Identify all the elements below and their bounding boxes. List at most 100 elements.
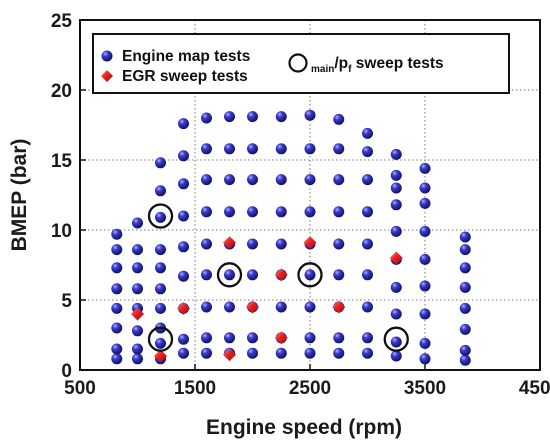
- engine-map-point: [247, 143, 258, 155]
- engine-map-point: [333, 143, 345, 155]
- engine-map-point: [390, 182, 402, 194]
- engine-map-point: [132, 343, 143, 355]
- engine-map-point: [155, 211, 166, 223]
- engine-map-point: [419, 197, 431, 209]
- engine-map-point: [304, 301, 316, 313]
- egr-sweep-point: [332, 300, 346, 314]
- engine-map-point: [132, 325, 143, 337]
- engine-map-point: [304, 332, 316, 344]
- engine-map-point: [459, 262, 471, 274]
- engine-map-point: [390, 148, 402, 160]
- engine-map-point: [111, 302, 123, 314]
- engine-map-point: [111, 244, 123, 256]
- engine-map-point: [333, 269, 345, 281]
- engine-map-point: [459, 354, 471, 366]
- engine-map-point: [224, 143, 235, 155]
- engine-map-point: [155, 262, 166, 274]
- x-tick-label: 2500: [289, 378, 331, 399]
- engine-map-point: [178, 118, 189, 130]
- engine-map-point: [419, 162, 431, 174]
- engine-map-point: [333, 332, 345, 344]
- engine-map-point: [362, 238, 373, 250]
- engine-map-point: [178, 241, 189, 253]
- engine-map-point: [132, 244, 143, 256]
- engine-map-point: [155, 302, 166, 314]
- engine-map-point: [459, 281, 471, 293]
- engine-map-point: [111, 262, 123, 274]
- engine-map-point: [224, 174, 235, 186]
- legend-engine-map-marker: [101, 50, 113, 62]
- engine-map-point: [201, 143, 212, 155]
- y-axis-title: BMEP (bar): [8, 139, 31, 252]
- engine-map-point: [201, 238, 212, 250]
- engine-map-point: [275, 174, 287, 186]
- engine-map-point: [304, 206, 316, 218]
- engine-map-point: [275, 301, 287, 313]
- engine-map-point: [111, 228, 123, 240]
- egr-sweep-point: [389, 251, 403, 265]
- engine-map-point: [247, 206, 258, 218]
- engine-map-point: [333, 174, 345, 186]
- engine-map-point: [247, 332, 258, 344]
- engine-map-point: [419, 337, 431, 349]
- engine-map-point: [333, 347, 345, 359]
- engine-map-point: [419, 225, 431, 237]
- engine-map-point: [224, 111, 235, 123]
- soi-sweep-point: [297, 262, 323, 288]
- engine-map-point: [132, 283, 143, 295]
- legend-soi-marker: [288, 53, 308, 73]
- engine-map-point: [247, 111, 258, 123]
- engine-map-point: [275, 143, 287, 155]
- engine-map-point: [201, 206, 212, 218]
- engine-map-point: [247, 174, 258, 186]
- x-tick-label: 1500: [174, 378, 216, 399]
- engine-map-point: [201, 347, 212, 359]
- engine-map-point: [419, 308, 431, 320]
- engine-map-point: [390, 308, 402, 320]
- engine-map-point: [111, 322, 123, 334]
- egr-sweep-point: [154, 349, 167, 363]
- y-axis-ticks: 0 5 10 15 20 25: [51, 11, 86, 382]
- legend-egr-marker: [101, 70, 113, 82]
- engine-map-point: [390, 336, 402, 348]
- engine-map-point: [390, 199, 402, 211]
- engine-map-point: [132, 353, 143, 365]
- engine-map-point: [155, 337, 166, 349]
- egr-sweep-point: [303, 236, 317, 250]
- engine-map-point: [178, 150, 189, 162]
- y-tick-label: 20: [51, 81, 72, 102]
- engine-map-point: [275, 347, 287, 359]
- engine-map-point: [111, 283, 123, 295]
- egr-sweep-point: [223, 236, 236, 250]
- x-tick-label: 4500: [519, 378, 550, 399]
- y-tick-label: 0: [61, 361, 72, 382]
- engine-map-point: [390, 225, 402, 237]
- engine-map-point: [201, 332, 212, 344]
- engine-map-point: [333, 206, 345, 218]
- engine-map-point: [132, 217, 143, 229]
- engine-map-point: [390, 169, 402, 181]
- engine-map-point: [178, 347, 189, 359]
- engine-map-point: [459, 323, 471, 335]
- legend-egr-label: EGR sweep tests: [122, 68, 248, 85]
- legend-engine-map-label: Engine map tests: [122, 48, 250, 65]
- engine-map-point: [304, 347, 316, 359]
- engine-map-point: [111, 353, 123, 365]
- engine-map-point: [304, 174, 316, 186]
- x-tick-label: 500: [64, 378, 96, 399]
- soi-sweep-point: [147, 203, 174, 229]
- engine-map-point: [390, 350, 402, 362]
- engine-map-point: [155, 244, 166, 256]
- x-axis-ticks: 500 1500 2500 3500 4500: [64, 364, 550, 399]
- legend: Engine map tests EGR sweep tests main/pf…: [92, 33, 510, 94]
- engine-map-point: [224, 301, 235, 313]
- engine-map-point: [459, 244, 471, 256]
- legend-soi-label: main/pf sweep tests: [311, 55, 444, 75]
- engine-map-point: [201, 269, 212, 281]
- engine-map-point: [111, 343, 123, 355]
- engine-map-point: [155, 185, 166, 197]
- engine-map-point: [247, 238, 258, 250]
- legend-box: [92, 33, 510, 94]
- engine-map-point: [459, 231, 471, 243]
